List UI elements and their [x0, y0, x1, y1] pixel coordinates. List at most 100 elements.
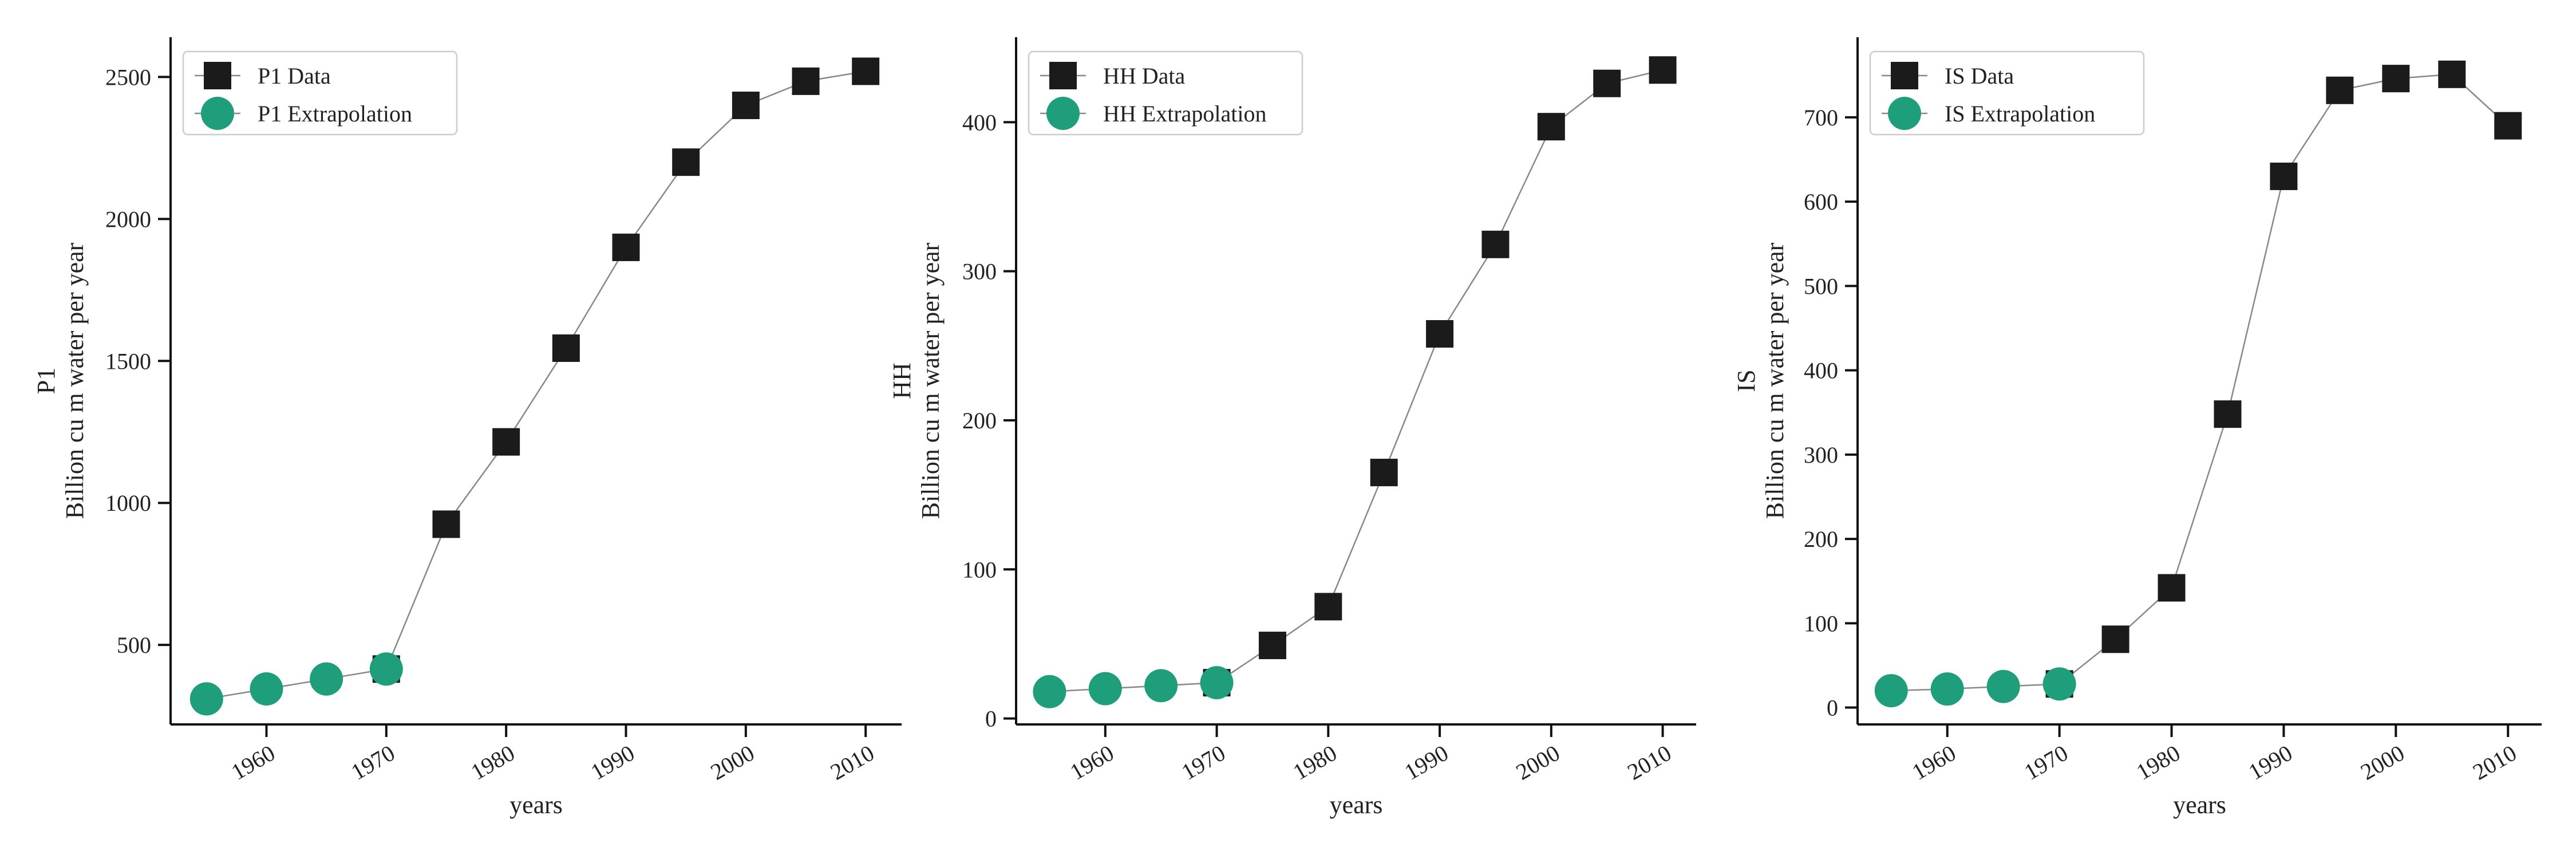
- series-line: [385, 70, 866, 669]
- data-point-square: [2214, 400, 2242, 428]
- data-point-square: [612, 233, 640, 261]
- extrapolation-point-circle: [189, 682, 223, 716]
- y-tick-label: 700: [1804, 105, 1838, 131]
- legend-label: IS Data: [1945, 63, 2014, 89]
- data-point-square: [732, 92, 760, 120]
- data-point-square: [1370, 459, 1398, 487]
- y-tick-label: 200: [962, 408, 997, 434]
- y-axis-label-line: Billion cu m water per year: [916, 242, 945, 519]
- legend-frame: [1028, 50, 1303, 136]
- x-tick-label: 1970: [1177, 740, 1230, 785]
- extrapolation-point-circle: [1088, 672, 1122, 706]
- chart-is: 0 100 200 300 400 500 600 700 1960 1970 1980 1990 20…: [1732, 37, 2542, 819]
- data-point-square: [1593, 69, 1621, 97]
- legend-label: HH Extrapolation: [1103, 101, 1267, 127]
- data-point-square: [2158, 574, 2186, 602]
- y-axis-label-line: Billion cu m water per year: [61, 242, 89, 519]
- extrapolation-point-circle: [250, 672, 283, 706]
- data-point-square: [552, 334, 580, 362]
- legend-label: IS Extrapolation: [1945, 101, 2095, 127]
- data-point-square: [2494, 112, 2522, 140]
- data-point-square: [2101, 625, 2129, 653]
- legend-square-marker: [1891, 62, 1918, 89]
- extrapolation-point-circle: [2042, 667, 2076, 701]
- series-line: [1216, 69, 1663, 684]
- x-tick-label: 1980: [1289, 740, 1341, 785]
- y-axis-label: HHBillion cu m water per year: [888, 242, 945, 519]
- y-tick-label: 600: [1804, 189, 1838, 215]
- y-axis-label-line: HH: [888, 362, 916, 399]
- legend-circle-marker: [201, 97, 234, 130]
- extrapolation-point-circle: [310, 662, 343, 696]
- y-tick-label: 0: [1827, 695, 1838, 721]
- x-axis-label: years: [2173, 791, 2226, 819]
- y-tick-label: 500: [117, 632, 151, 658]
- extrapolation-point-circle: [1200, 666, 1234, 700]
- legend-square-marker: [204, 62, 231, 89]
- y-axis-label: ISBillion cu m water per year: [1732, 242, 1789, 519]
- x-tick-label: 2010: [2468, 740, 2521, 785]
- legend: P1 Data P1 Extrapolation: [182, 50, 458, 136]
- y-tick-label: 400: [962, 109, 997, 135]
- series-line: [1891, 683, 2060, 692]
- data-point-square: [432, 510, 460, 538]
- y-tick-label: 100: [962, 557, 997, 582]
- extrapolation-point-circle: [1986, 669, 2020, 703]
- y-tick-label: 200: [1804, 526, 1838, 552]
- chart-hh: 0 100 200 300 400 1960 1970 1980 1990 2000 2010 yea…: [888, 37, 1696, 819]
- x-axis-label: years: [509, 791, 563, 819]
- legend-label: P1 Data: [258, 63, 331, 89]
- extrapolation-point-circle: [1144, 669, 1178, 703]
- y-tick-label: 100: [1804, 610, 1838, 636]
- y-tick-label: 1000: [105, 490, 151, 516]
- x-tick-label: 2010: [826, 740, 879, 785]
- legend-frame: [1869, 50, 2145, 136]
- y-axis-label-line: IS: [1732, 369, 1760, 392]
- data-point-square: [2438, 60, 2466, 88]
- legend: HH Data HH Extrapolation: [1028, 50, 1303, 136]
- data-point-square: [492, 428, 520, 456]
- x-tick-label: 2000: [706, 740, 759, 785]
- y-tick-label: 2500: [105, 64, 151, 90]
- data-point-square: [2382, 65, 2410, 93]
- data-point-square: [1481, 230, 1510, 258]
- extrapolation-point-circle: [369, 652, 403, 686]
- y-tick-label: 500: [1804, 273, 1838, 299]
- y-tick-label: 300: [962, 259, 997, 285]
- data-point-square: [2326, 76, 2354, 104]
- x-tick-label: 1990: [2244, 740, 2297, 785]
- y-axis-label-line: P1: [32, 368, 60, 394]
- y-tick-label: 300: [1804, 442, 1838, 468]
- extrapolation-point-circle: [1033, 675, 1066, 708]
- data-point-square: [1258, 632, 1286, 660]
- y-axis-label-line: Billion cu m water per year: [1761, 242, 1789, 519]
- x-tick-label: 1960: [1907, 740, 1960, 785]
- y-tick-label: 1500: [105, 348, 151, 374]
- data-point-square: [1426, 320, 1454, 348]
- x-tick-label: 1960: [227, 740, 279, 785]
- extrapolation-point-circle: [1874, 674, 1908, 708]
- data-point-square: [1649, 56, 1677, 84]
- y-axis-label: P1Billion cu m water per year: [32, 242, 89, 519]
- legend-square-marker: [1049, 62, 1077, 89]
- x-tick-label: 1990: [1400, 740, 1453, 785]
- x-tick-label: 1980: [2132, 740, 2184, 785]
- data-point-square: [2270, 162, 2298, 190]
- y-tick-label: 2000: [105, 206, 151, 232]
- data-point-square: [672, 148, 700, 176]
- data-point-square: [1314, 593, 1342, 621]
- x-tick-label: 1980: [467, 740, 519, 785]
- series-line: [206, 668, 387, 700]
- data-point-square: [852, 57, 880, 85]
- data-point-square: [792, 67, 820, 95]
- x-tick-label: 2000: [1512, 740, 1564, 785]
- legend-label: P1 Extrapolation: [258, 101, 412, 127]
- x-tick-label: 2010: [1623, 740, 1676, 785]
- legend-circle-marker: [1888, 97, 1921, 130]
- x-tick-label: 1990: [586, 740, 639, 785]
- legend-circle-marker: [1046, 97, 1080, 130]
- x-tick-label: 2000: [2356, 740, 2409, 785]
- x-tick-label: 1970: [347, 740, 400, 785]
- legend-label: HH Data: [1103, 63, 1186, 89]
